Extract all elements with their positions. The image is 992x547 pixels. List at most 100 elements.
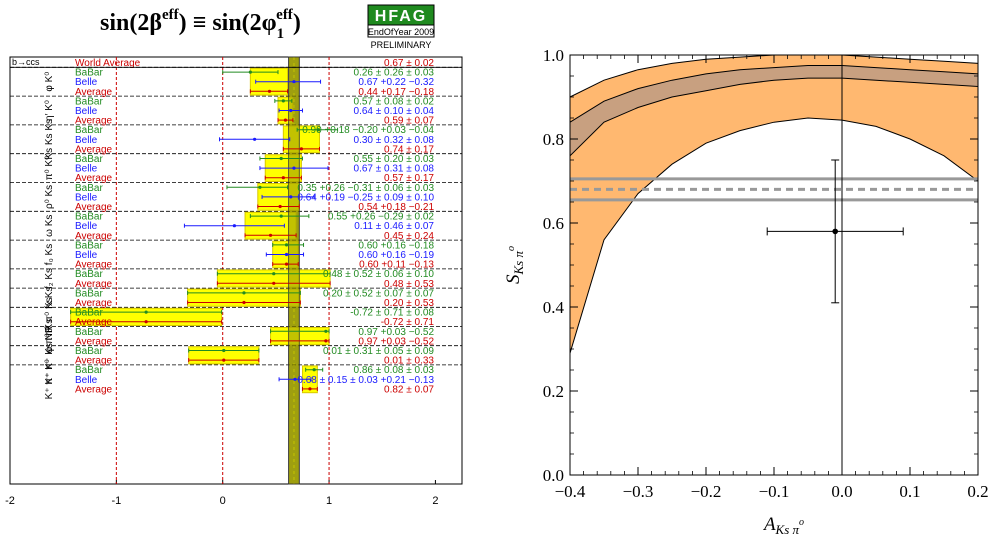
world-average-value: 0.67 ± 0.02: [384, 58, 434, 69]
measurement-point: [293, 377, 297, 381]
summary-title-text: sin(2βeff) ≡ sin(2φ1eff): [100, 7, 301, 42]
experiment-label: Average: [75, 317, 113, 328]
experiment-label: Average: [75, 356, 113, 367]
experiment-label: BaBar: [75, 327, 103, 338]
measurement-point: [144, 310, 148, 314]
mode-label: φ K⁰: [44, 72, 55, 92]
experiment-label: Average: [75, 202, 113, 213]
experiment-label: BaBar: [75, 96, 103, 107]
mode-label: ρ⁰ Ks: [44, 185, 55, 209]
y-tick-label: 0.2: [543, 382, 564, 401]
experiment-label: Belle: [75, 106, 98, 117]
world-average-band-overlay: [288, 56, 300, 485]
mode-label: f₀ Ks: [44, 244, 55, 265]
x-tick-label: −0.1: [759, 482, 790, 501]
mode-label: f₂ Ks: [44, 268, 55, 289]
measurement-point: [292, 166, 296, 170]
experiment-label: Belle: [75, 164, 98, 175]
summary-title: sin(2βeff) ≡ sin(2φ1eff): [100, 7, 301, 42]
y-tick-label: 0.8: [543, 130, 564, 149]
measurement-point: [222, 358, 226, 362]
x-tick-label: 0.0: [831, 482, 852, 501]
measurement-point: [144, 320, 148, 324]
mode-label: π⁰ K⁰: [44, 156, 55, 180]
measurement-point: [248, 70, 252, 74]
experiment-label: BaBar: [75, 154, 103, 165]
x-tick-label: 1: [326, 495, 332, 507]
experiment-label: BaBar: [75, 365, 103, 376]
measurement-value: 0.74 ± 0.17: [384, 144, 434, 155]
x-tick-label: −0.4: [555, 482, 586, 501]
experiment-label: Belle: [75, 77, 98, 88]
average-box: [270, 327, 330, 346]
measurement-value: 0.82 ± 0.07: [384, 384, 434, 395]
measurement-point: [279, 156, 283, 161]
measurement-value: 0.20 ± 0.52 ± 0.07 ± 0.07: [323, 288, 434, 299]
experiment-label: Average: [75, 173, 113, 184]
x-tick-label: 2: [432, 495, 438, 507]
measurement-point: [272, 281, 276, 285]
summary-content: World Average 0.67 ± 0.02 b→ccs BaBar 0.26 ±…: [10, 56, 462, 485]
measurement-point: [284, 252, 289, 257]
measurement-point: [232, 224, 237, 228]
data-point: [832, 228, 838, 235]
measurement-value: 0.55 ± 0.20 ± 0.03: [354, 154, 435, 165]
measurement-point: [281, 99, 285, 103]
measurement-point: [299, 147, 304, 151]
measurement-value: 0.01 ± 0.33: [384, 356, 434, 367]
mode-label: Ks Ks Ks: [44, 119, 55, 160]
mode-label: π⁰ π⁰ Ks: [44, 297, 55, 336]
measurement-value: 0.90 +0.18 −0.20 +0.03 −0.04: [302, 125, 434, 136]
measurement-point: [267, 89, 272, 93]
experiment-label: Belle: [75, 221, 98, 232]
measurement-value: 0.97 +0.03 −0.52: [358, 327, 434, 338]
measurement-point: [292, 80, 296, 84]
measurement-point: [258, 185, 262, 189]
experiment-label: BaBar: [75, 288, 103, 299]
measurement-value: 0.67 +0.22 −0.32: [358, 77, 434, 88]
mode-label: K⁺ K⁻ K⁰: [44, 359, 55, 399]
measurement-value: 0.01 ± 0.31 ± 0.05 ± 0.09: [323, 346, 434, 357]
experiment-label: Belle: [75, 375, 98, 386]
experiment-label: Average: [75, 336, 113, 347]
x-tick-label: -2: [5, 495, 15, 507]
measurement-value: 0.57 ± 0.17: [384, 173, 434, 184]
y-tick-label: 0.0: [543, 466, 564, 485]
world-average-label: World Average: [75, 58, 141, 69]
measurement-value: 0.64 +0.19 −0.25 ± 0.09 ± 0.10: [297, 192, 434, 203]
experiment-label: Average: [75, 298, 113, 309]
experiment-label: BaBar: [75, 346, 103, 357]
mode-label: φ π⁰ Ks: [44, 319, 55, 354]
measurement-point: [324, 329, 328, 333]
experiment-label: Average: [75, 384, 113, 395]
measurement-point: [284, 262, 289, 266]
experiment-label: Average: [75, 260, 113, 271]
measurement-point: [281, 176, 285, 180]
measurement-value: 0.44 +0.17 −0.18: [358, 87, 434, 98]
hfag-logo: HFAG EndOfYear 2009 PRELIMINARY: [367, 4, 435, 50]
measurement-value: 0.48 ± 0.52 ± 0.06 ± 0.10: [323, 269, 434, 280]
measurement-point: [222, 348, 226, 353]
measurement-point: [278, 204, 282, 209]
measurement-point: [316, 128, 321, 132]
x-tick-label: -1: [111, 495, 121, 507]
preliminary-label: PRELIMINARY: [371, 40, 432, 50]
measurement-value: 0.59 ± 0.07: [384, 116, 434, 127]
measurement-value: 0.60 +0.11 −0.13: [359, 260, 434, 271]
measurement-value: 0.26 ± 0.26 ± 0.03: [354, 68, 435, 79]
measurement-point: [308, 387, 312, 391]
mode-label: ω Ks: [44, 215, 55, 237]
mode-label: fx Ks: [44, 287, 55, 309]
measurement-value: 0.48 ± 0.53: [384, 279, 434, 290]
measurement-point: [283, 118, 288, 122]
measurement-value: 0.57 ± 0.08 ± 0.02: [354, 96, 435, 107]
x-tick-label: 0.2: [967, 482, 988, 501]
y-axis-label: SKs πo: [503, 246, 526, 284]
x-tick-label: −0.2: [691, 482, 722, 501]
hfag-logo-subbox: [367, 24, 435, 38]
experiment-label: Average: [75, 279, 113, 290]
experiment-label: Belle: [75, 135, 98, 146]
mode-label: η′ K⁰: [44, 100, 55, 121]
x-tick-label: 0: [220, 495, 226, 507]
measurement-value: 0.60 +0.16 −0.18: [358, 240, 434, 251]
